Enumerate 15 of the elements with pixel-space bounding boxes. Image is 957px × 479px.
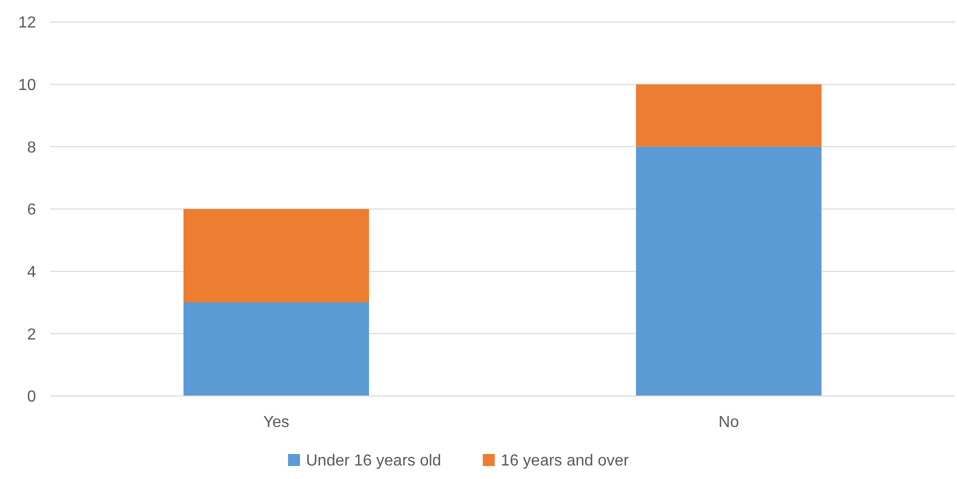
bar — [183, 302, 370, 396]
bar — [183, 209, 370, 302]
y-tick-label: 8 — [27, 139, 36, 156]
y-tick-label: 6 — [27, 202, 36, 219]
x-tick-label: No — [718, 414, 740, 431]
legend-label: Under 16 years old — [306, 452, 442, 470]
y-tick-label: 10 — [18, 76, 36, 94]
legend-label: 16 years and over — [500, 452, 630, 470]
y-tick-label: 4 — [27, 264, 36, 281]
y-tick-label: 0 — [27, 388, 36, 406]
y-tick-label: 12 — [18, 14, 36, 32]
x-tick-label: Yes — [263, 414, 290, 431]
bar — [636, 84, 822, 147]
y-tick-label: 2 — [27, 326, 36, 344]
bar — [636, 146, 822, 396]
